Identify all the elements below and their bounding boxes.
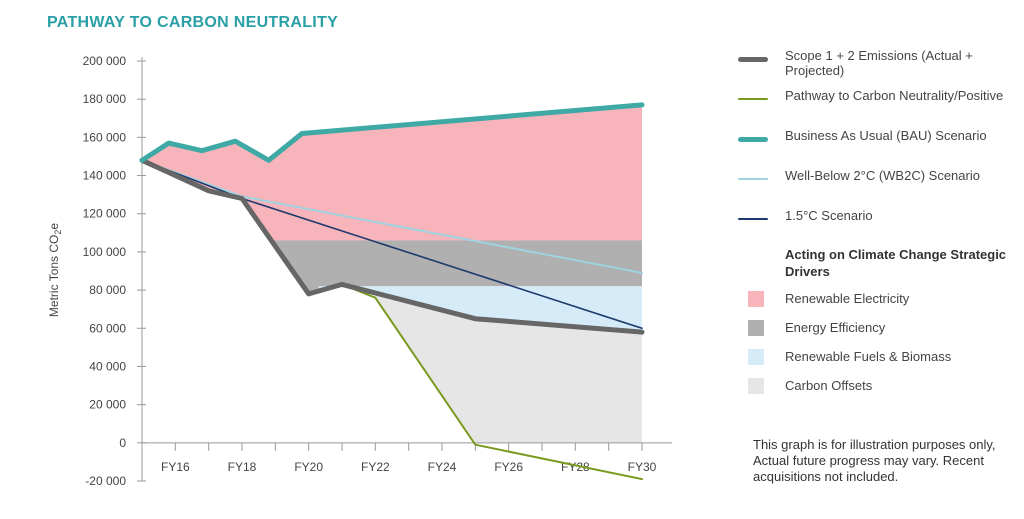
x-tick-label: FY26 (494, 460, 523, 474)
x-tick-label: FY30 (628, 460, 657, 474)
driver-label: Renewable Fuels & Biomass (785, 349, 952, 364)
scope12-line-swatch (738, 57, 768, 62)
x-tick-label: FY16 (161, 460, 190, 474)
driver-renewable-electricity: Renewable Electricity (738, 290, 1018, 319)
x-tick-label: FY20 (294, 460, 323, 474)
driver-renewable-fuels: Renewable Fuels & Biomass (738, 348, 1018, 377)
y-axis-title: Metric Tons CO2e (47, 223, 63, 317)
driver-label: Renewable Electricity (785, 291, 910, 306)
driver-areas (142, 104, 642, 443)
legend-item-bau: Business As Usual (BAU) Scenario (738, 128, 1018, 168)
bau-line-swatch (738, 137, 768, 142)
y-tick-label: 80 000 (89, 283, 126, 297)
x-tick-label: FY24 (428, 460, 457, 474)
energy-efficiency-area (272, 240, 642, 294)
y-axis: -20 000 0 20 000 40 000 60 000 80 000 100 000 1… (83, 54, 146, 488)
driver-label: Carbon Offsets (785, 378, 873, 393)
drivers-title: Acting on Climate Change Strategic Drive… (785, 247, 1007, 279)
disclaimer-note: This graph is for illustration purposes … (753, 437, 996, 484)
pathway-line-swatch (738, 98, 768, 100)
series-lines (139, 102, 645, 481)
y-tick-label: 0 (119, 436, 126, 450)
legend-label: Well-Below 2°C (WB2C) Scenario (785, 168, 980, 183)
x-axis: FY16 FY18 FY20 FY22 FY24 FY26 FY28 FY30 (142, 442, 672, 474)
legend-item-wb2c: Well-Below 2°C (WB2C) Scenario (738, 168, 1018, 208)
driver-energy-efficiency: Energy Efficiency (738, 319, 1018, 348)
legend-label: Business As Usual (BAU) Scenario (785, 128, 987, 143)
bau-series-line (139, 102, 645, 163)
legend: Scope 1 + 2 Emissions (Actual + Projecte… (738, 48, 1018, 406)
driver-carbon-offsets: Carbon Offsets (738, 377, 1018, 406)
chart-title: PATHWAY TO CARBON NEUTRALITY (47, 14, 339, 31)
y-tick-label: 200 000 (83, 54, 127, 68)
y-tick-label: 120 000 (83, 207, 127, 221)
legend-item-scope12: Scope 1 + 2 Emissions (Actual + Projecte… (738, 48, 1018, 88)
driver-label: Energy Efficiency (785, 320, 886, 335)
carbon-offsets-area (375, 293, 642, 443)
emissions-chart: -20 000 0 20 000 40 000 60 000 80 000 100 000 1… (47, 54, 672, 488)
y-tick-label: 20 000 (89, 398, 126, 412)
legend-label: Pathway to Carbon Neutrality/Positive (785, 88, 1004, 103)
y-tick-label: 160 000 (83, 130, 127, 144)
wb2c-line-swatch (738, 178, 768, 180)
y-tick-label: -20 000 (85, 474, 126, 488)
legend-label: Scope 1 + 2 Emissions (Actual + Projecte… (785, 48, 973, 78)
energy-efficiency-swatch (748, 320, 764, 336)
c15-line-swatch (738, 218, 768, 220)
renewable-fuels-swatch (748, 349, 764, 365)
y-tick-label: 100 000 (83, 245, 127, 259)
x-tick-label: FY22 (361, 460, 390, 474)
scope12-series-line (139, 157, 645, 335)
renewable-electricity-swatch (748, 291, 764, 307)
y-tick-label: 180 000 (83, 92, 127, 106)
legend-item-c15: 1.5°C Scenario (738, 208, 1018, 242)
carbon-offsets-swatch (748, 378, 764, 394)
y-tick-label: 40 000 (89, 359, 126, 373)
y-tick-label: 60 000 (89, 321, 126, 335)
y-tick-label: 140 000 (83, 169, 127, 183)
legend-label: 1.5°C Scenario (785, 208, 873, 223)
x-tick-label: FY18 (228, 460, 257, 474)
legend-item-pathway: Pathway to Carbon Neutrality/Positive (738, 88, 1018, 128)
